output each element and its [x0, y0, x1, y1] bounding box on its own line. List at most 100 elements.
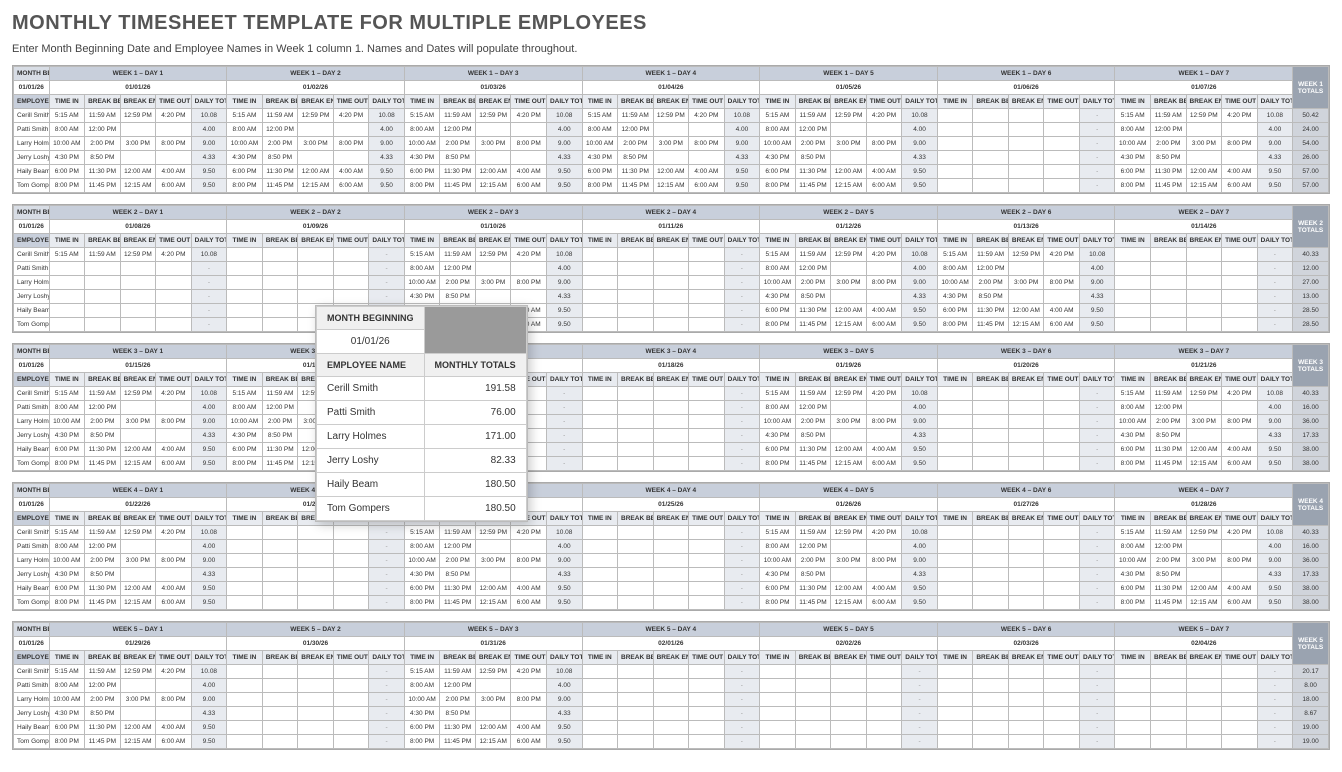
- time-cell[interactable]: [298, 679, 334, 693]
- time-cell[interactable]: 6:00 AM: [156, 735, 192, 749]
- time-cell[interactable]: 3:00 PM: [120, 693, 156, 707]
- time-cell[interactable]: 10:00 AM: [760, 276, 796, 290]
- time-cell[interactable]: [475, 290, 511, 304]
- time-cell[interactable]: [156, 540, 192, 554]
- time-cell[interactable]: [582, 401, 618, 415]
- time-cell[interactable]: [511, 707, 547, 721]
- time-cell[interactable]: 11:30 PM: [795, 582, 831, 596]
- time-cell[interactable]: [227, 693, 263, 707]
- time-cell[interactable]: 6:00 AM: [156, 457, 192, 471]
- time-cell[interactable]: 12:00 PM: [1151, 123, 1187, 137]
- time-cell[interactable]: [1008, 568, 1044, 582]
- time-cell[interactable]: 2:00 PM: [440, 693, 476, 707]
- time-cell[interactable]: [618, 540, 654, 554]
- time-cell[interactable]: [1115, 290, 1151, 304]
- time-cell[interactable]: [1008, 137, 1044, 151]
- time-cell[interactable]: [653, 679, 689, 693]
- time-cell[interactable]: 2:00 PM: [1151, 554, 1187, 568]
- time-cell[interactable]: [1151, 304, 1187, 318]
- time-cell[interactable]: 6:00 AM: [866, 318, 902, 332]
- time-cell[interactable]: [1151, 707, 1187, 721]
- time-cell[interactable]: [156, 123, 192, 137]
- time-cell[interactable]: 11:59 AM: [795, 109, 831, 123]
- time-cell[interactable]: 3:00 PM: [475, 693, 511, 707]
- time-cell[interactable]: [120, 568, 156, 582]
- time-cell[interactable]: [298, 540, 334, 554]
- time-cell[interactable]: 8:50 PM: [973, 290, 1009, 304]
- time-cell[interactable]: [689, 304, 725, 318]
- time-cell[interactable]: 8:50 PM: [85, 429, 121, 443]
- time-cell[interactable]: 11:30 PM: [795, 443, 831, 457]
- employee-name-cell[interactable]: Patti Smith: [14, 262, 50, 276]
- employee-name-cell[interactable]: Larry Holmes: [14, 693, 50, 707]
- time-cell[interactable]: [511, 540, 547, 554]
- time-cell[interactable]: 8:00 PM: [511, 554, 547, 568]
- time-cell[interactable]: 4:20 PM: [1222, 387, 1258, 401]
- time-cell[interactable]: 4:00 AM: [1222, 443, 1258, 457]
- time-cell[interactable]: [689, 679, 725, 693]
- time-cell[interactable]: 8:00 PM: [1044, 276, 1080, 290]
- time-cell[interactable]: 2:00 PM: [1151, 137, 1187, 151]
- time-cell[interactable]: [689, 429, 725, 443]
- employee-name-cell[interactable]: Jerry Loshy: [14, 290, 50, 304]
- time-cell[interactable]: [653, 582, 689, 596]
- time-cell[interactable]: 6:00 PM: [760, 582, 796, 596]
- time-cell[interactable]: [618, 429, 654, 443]
- time-cell[interactable]: 5:15 AM: [760, 387, 796, 401]
- time-cell[interactable]: 11:30 PM: [1151, 443, 1187, 457]
- time-cell[interactable]: [1222, 290, 1258, 304]
- time-cell[interactable]: 8:00 AM: [49, 540, 85, 554]
- employee-name-cell[interactable]: Haily Beam: [14, 443, 50, 457]
- time-cell[interactable]: [689, 401, 725, 415]
- time-cell[interactable]: 11:59 AM: [262, 109, 298, 123]
- time-cell[interactable]: 5:15 AM: [760, 248, 796, 262]
- time-cell[interactable]: 4:20 PM: [511, 665, 547, 679]
- time-cell[interactable]: [1222, 568, 1258, 582]
- month-begin-date[interactable]: 01/01/26: [14, 81, 50, 95]
- time-cell[interactable]: [1151, 665, 1187, 679]
- time-cell[interactable]: [1008, 679, 1044, 693]
- employee-name-cell[interactable]: Jerry Loshy: [14, 429, 50, 443]
- time-cell[interactable]: 12:00 PM: [440, 262, 476, 276]
- time-cell[interactable]: [298, 262, 334, 276]
- time-cell[interactable]: [937, 721, 973, 735]
- time-cell[interactable]: [475, 679, 511, 693]
- time-cell[interactable]: 12:59 PM: [120, 109, 156, 123]
- time-cell[interactable]: 4:20 PM: [1044, 248, 1080, 262]
- time-cell[interactable]: 8:50 PM: [440, 707, 476, 721]
- time-cell[interactable]: [973, 443, 1009, 457]
- time-cell[interactable]: [1044, 401, 1080, 415]
- time-cell[interactable]: [298, 554, 334, 568]
- time-cell[interactable]: 12:59 PM: [120, 526, 156, 540]
- time-cell[interactable]: 4:30 PM: [404, 568, 440, 582]
- time-cell[interactable]: [831, 693, 867, 707]
- time-cell[interactable]: [298, 735, 334, 749]
- time-cell[interactable]: 8:00 PM: [49, 179, 85, 193]
- time-cell[interactable]: 11:45 PM: [85, 179, 121, 193]
- time-cell[interactable]: 12:00 PM: [440, 540, 476, 554]
- time-cell[interactable]: 4:00 AM: [156, 165, 192, 179]
- time-cell[interactable]: [973, 693, 1009, 707]
- time-cell[interactable]: [937, 582, 973, 596]
- time-cell[interactable]: [1186, 304, 1222, 318]
- time-cell[interactable]: [689, 707, 725, 721]
- time-cell[interactable]: [973, 526, 1009, 540]
- time-cell[interactable]: [1186, 735, 1222, 749]
- time-cell[interactable]: 8:00 PM: [1115, 457, 1151, 471]
- time-cell[interactable]: 5:15 AM: [404, 665, 440, 679]
- time-cell[interactable]: 11:30 PM: [1151, 582, 1187, 596]
- time-cell[interactable]: [511, 151, 547, 165]
- time-cell[interactable]: 8:50 PM: [1151, 568, 1187, 582]
- time-cell[interactable]: [831, 151, 867, 165]
- time-cell[interactable]: [1008, 387, 1044, 401]
- time-cell[interactable]: 12:59 PM: [298, 109, 334, 123]
- time-cell[interactable]: 6:00 AM: [156, 596, 192, 610]
- time-cell[interactable]: [1222, 276, 1258, 290]
- time-cell[interactable]: [333, 262, 369, 276]
- time-cell[interactable]: 10:00 AM: [49, 554, 85, 568]
- time-cell[interactable]: [1115, 304, 1151, 318]
- time-cell[interactable]: 8:00 PM: [760, 596, 796, 610]
- time-cell[interactable]: 4:20 PM: [1222, 109, 1258, 123]
- time-cell[interactable]: [937, 457, 973, 471]
- time-cell[interactable]: [298, 596, 334, 610]
